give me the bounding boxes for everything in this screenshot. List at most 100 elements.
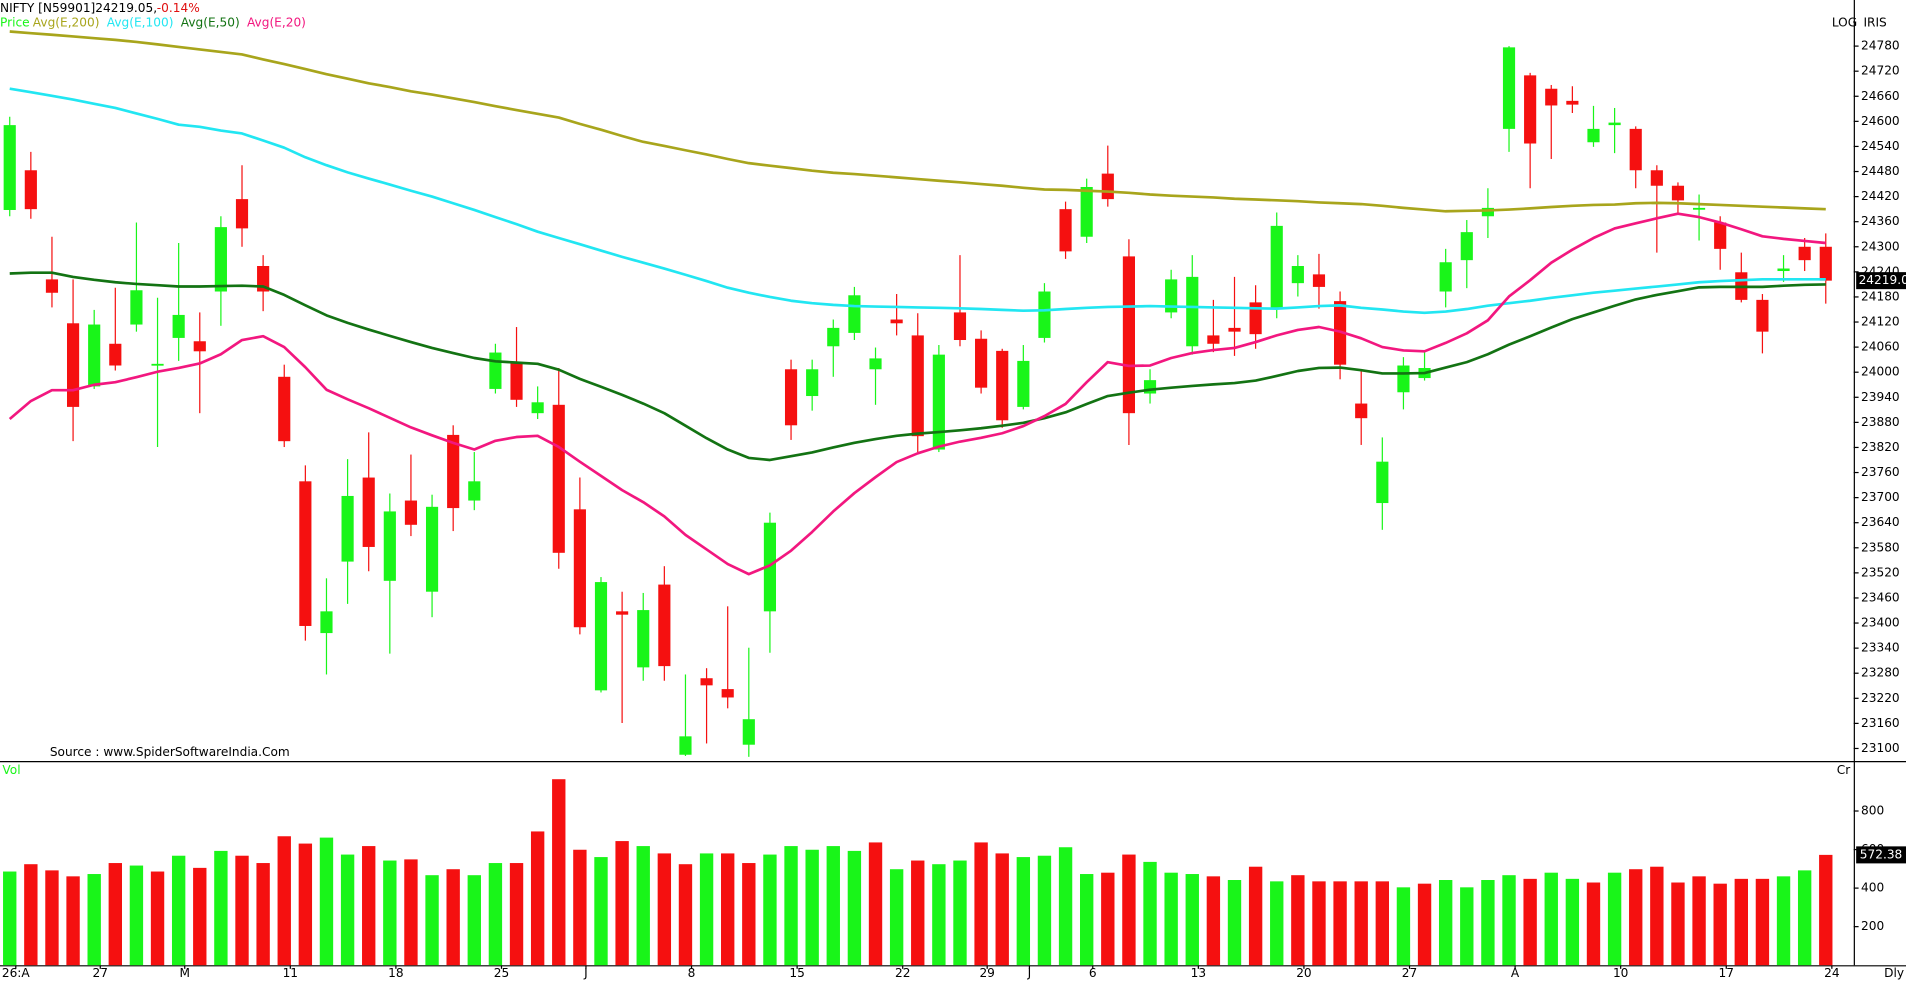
volume-bar [108,863,122,966]
candle-body [1608,122,1621,126]
volume-bar [383,860,397,966]
candle-body [806,369,819,397]
candle-body [573,509,586,628]
candle-body [45,279,59,293]
candle-body [1819,246,1832,281]
candle-body [1101,173,1114,200]
volume-bar [1460,887,1474,966]
legend-entry: Avg(E,50) [181,16,240,30]
moving-average [9,87,1826,315]
volume-unit: Cr [1837,763,1850,777]
y-tick-label: 23520 [1861,565,1900,579]
candle-body [425,506,439,592]
candle-body [616,611,629,615]
y-tick-label: 23820 [1861,440,1900,454]
x-tick-label: 22 [895,966,910,980]
candle-body [1545,88,1558,106]
candle-body [848,295,861,333]
candle-body [214,227,227,292]
volume-bar [868,842,883,966]
candle-body [1502,47,1516,129]
volume-bar [1101,872,1115,966]
volume-bar [277,836,291,966]
candle-body [1376,461,1389,504]
y-tick-label: 23700 [1861,490,1900,504]
last-volume-box [1856,846,1906,864]
volume-bar [594,857,608,966]
candle-body [1270,225,1283,309]
volume-bar [1058,847,1073,966]
volume-bar [362,846,376,966]
volume-bar [1016,857,1031,966]
volume-bar [805,849,819,966]
volume-bar [171,855,186,966]
x-tick-label: 26:A [2,966,31,980]
volume-bar [1797,870,1812,966]
candle-body [1355,403,1368,419]
x-tick-label: 6 [1089,966,1097,980]
y-tick-label: 23940 [1861,390,1900,404]
candle-body [594,582,608,691]
y-tick-label: 23640 [1861,515,1900,529]
volume-bar [974,842,988,966]
candle-body [362,477,375,547]
volume-bar [678,864,693,966]
x-tick-label: 10 [1613,966,1628,980]
volume-bar [1037,855,1052,966]
candle-body [109,343,122,366]
volume-bar [404,859,418,966]
y-tick-label: 24780 [1861,39,1900,53]
candle-body [1249,302,1262,335]
candle-body [658,584,671,667]
y-tick-label: 24660 [1861,89,1900,103]
volume-bar [1354,881,1368,966]
candle-body [1207,335,1220,344]
y-tick-label: 24720 [1861,64,1900,78]
candle-body [3,125,16,210]
y-tick-label: 24540 [1861,139,1900,153]
volume-bar [573,849,587,966]
volume-bar [1734,878,1748,966]
volume-bar [699,853,714,966]
volume-bar [1523,878,1537,966]
x-tick-label: J [1027,966,1032,980]
volume-bar [657,853,672,966]
price-label: Price [0,16,30,30]
x-tick-label: J [583,966,588,980]
volume-bar [847,850,862,966]
legend-entry: Avg(E,20) [247,16,306,30]
candle-body [510,362,523,400]
x-tick-label: 8 [688,966,696,980]
x-tick-label: M [179,966,189,980]
y-tick-label: 23580 [1861,540,1900,554]
y-tick-label: 24360 [1861,214,1900,228]
x-tick-label: 18 [388,966,403,980]
volume-bar [488,863,503,966]
volume-bar [1417,883,1432,966]
y-tick-label: 24000 [1861,365,1900,379]
candle-body [1460,232,1473,261]
candle-body [1798,246,1811,261]
volume-bar [995,853,1009,966]
candle-body [953,312,967,341]
volume-bar [763,854,777,966]
candle-body [1228,327,1241,332]
volume-bar [1755,878,1770,966]
volume-bar [1819,854,1833,966]
candle-body [1650,170,1663,186]
candle-body [1122,256,1135,414]
x-tick-label: 29 [979,966,994,980]
volume-bar [742,863,756,966]
candle-body [66,323,80,407]
candle-body [468,481,481,501]
volume-bar [636,846,650,966]
volume-bar [784,846,798,966]
volume-bar [1565,878,1580,966]
y-tick-label: 23400 [1861,616,1900,630]
candle-body [1038,291,1051,338]
y-tick-label: 24420 [1861,189,1900,203]
legend-entry: Avg(E,100) [107,16,174,30]
scale-name: IRIS [1863,16,1887,30]
y-tick-label: 24300 [1861,239,1900,253]
